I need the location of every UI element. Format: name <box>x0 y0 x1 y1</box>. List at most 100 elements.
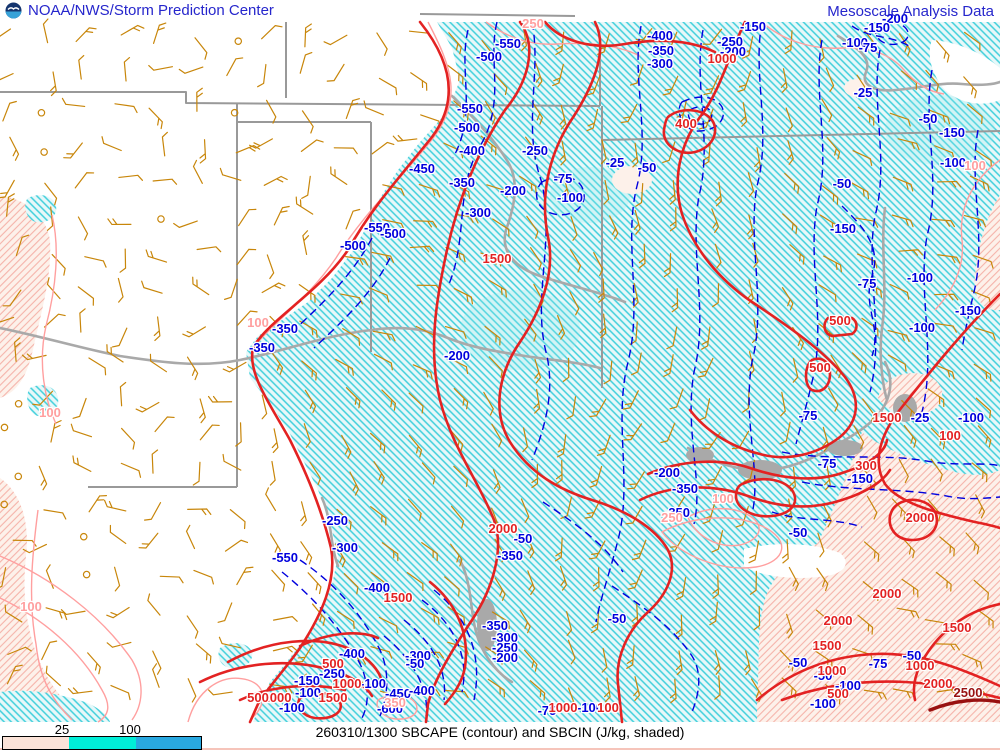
wind-barb <box>151 449 159 474</box>
wind-barb <box>378 616 399 634</box>
wind-barb <box>753 605 761 631</box>
wind-barb <box>556 434 567 458</box>
contour-label: -100 <box>295 685 321 700</box>
contour-label: -150 <box>955 303 981 318</box>
wind-barb <box>50 71 57 97</box>
wind-barb <box>596 434 611 456</box>
wind-barb <box>342 328 361 346</box>
wind-barb <box>660 422 676 444</box>
wind-barb <box>936 688 962 696</box>
contour-label: 100 <box>712 491 734 506</box>
wind-barb <box>63 142 83 159</box>
wind-barb <box>977 425 992 448</box>
wind-barb <box>697 357 714 378</box>
wind-barb <box>754 147 761 172</box>
wind-barb <box>0 567 7 590</box>
header-right-title: Mesoscale Analysis Data <box>827 3 994 20</box>
wind-barb <box>420 607 440 625</box>
wind-barb <box>737 70 752 93</box>
contour-label: -150 <box>830 221 856 236</box>
wind-barb <box>663 253 672 278</box>
colorbar-segment <box>68 737 136 749</box>
wind-barb <box>780 68 788 93</box>
contour-label: 500 <box>809 360 831 375</box>
wind-barb <box>74 172 95 189</box>
wind-barb <box>747 214 754 240</box>
wind-barb <box>373 461 385 485</box>
wind-barb <box>889 112 911 127</box>
wind-barb <box>345 387 361 409</box>
wind-barb <box>82 570 91 579</box>
wind-barb <box>301 360 317 381</box>
wind-barb <box>0 179 15 199</box>
wind-barb <box>887 329 910 343</box>
wind-barb <box>481 39 495 63</box>
wind-barb <box>40 148 48 156</box>
wind-barb <box>863 541 880 562</box>
wind-barb <box>789 244 805 265</box>
wind-barb <box>569 248 582 273</box>
contour-label: 500 <box>829 313 851 328</box>
contour-label: -25 <box>606 155 625 170</box>
wind-barb <box>853 425 865 450</box>
contour-labels: -550-500-550-500-400-450-350-300-200-250… <box>19 10 987 720</box>
wind-barb <box>620 103 638 124</box>
wind-barb <box>601 647 608 673</box>
wind-barb <box>269 460 276 486</box>
wind-barb <box>863 280 883 298</box>
wind-barb <box>196 246 222 253</box>
contour-label: -300 <box>492 630 518 645</box>
wind-barb <box>671 288 679 313</box>
wind-barb <box>147 593 161 616</box>
wind-barb <box>785 107 793 133</box>
contour-label: 100 <box>964 158 986 173</box>
wind-barb <box>784 172 800 194</box>
wind-barb <box>2 289 22 307</box>
contour-label: -75 <box>554 171 573 186</box>
wind-barb <box>217 602 233 623</box>
wind-barb <box>300 673 307 698</box>
sbcin-colorbar <box>2 736 202 750</box>
wind-barb <box>336 610 355 630</box>
wind-barb <box>937 180 962 188</box>
wind-barb <box>22 543 48 554</box>
spc-header-link[interactable]: NOAA/NWS/Storm Prediction Center <box>5 2 274 19</box>
wind-barb <box>406 572 424 591</box>
contour-label: 300 <box>855 458 877 473</box>
wind-barb <box>408 434 423 458</box>
wind-barb <box>635 183 644 207</box>
wind-barb <box>749 570 757 595</box>
wind-barb <box>376 32 388 56</box>
noaa-logo-icon <box>5 2 22 19</box>
wind-barb <box>192 461 201 486</box>
wind-barb <box>207 689 233 696</box>
wind-barb <box>450 543 463 567</box>
wind-barb <box>0 28 12 41</box>
wind-barb <box>413 220 438 228</box>
wind-barb <box>891 214 914 228</box>
header-left-title: NOAA/NWS/Storm Prediction Center <box>28 2 274 19</box>
wind-barb <box>965 532 980 555</box>
wind-barb <box>781 287 794 311</box>
wind-barb <box>119 381 127 407</box>
wind-barb <box>304 23 312 48</box>
contour-label: -50 <box>608 611 627 626</box>
wind-barb <box>559 140 567 166</box>
wind-barb <box>782 213 798 235</box>
wind-barb <box>826 137 841 160</box>
wind-barb <box>823 255 843 273</box>
wind-barb <box>370 571 387 592</box>
bottom-divider <box>0 748 1000 750</box>
wind-barb <box>566 611 573 637</box>
wind-barb <box>889 283 910 300</box>
wind-barb <box>4 604 23 623</box>
wind-barb <box>349 471 360 496</box>
contour-label: -50 <box>789 525 808 540</box>
wind-barb <box>963 31 981 52</box>
wind-barb <box>421 462 436 485</box>
contour-label: -600 <box>377 701 403 716</box>
wind-barb <box>123 56 131 82</box>
wind-barb <box>412 364 433 380</box>
wind-barb <box>898 33 911 57</box>
wind-barb <box>592 567 600 592</box>
